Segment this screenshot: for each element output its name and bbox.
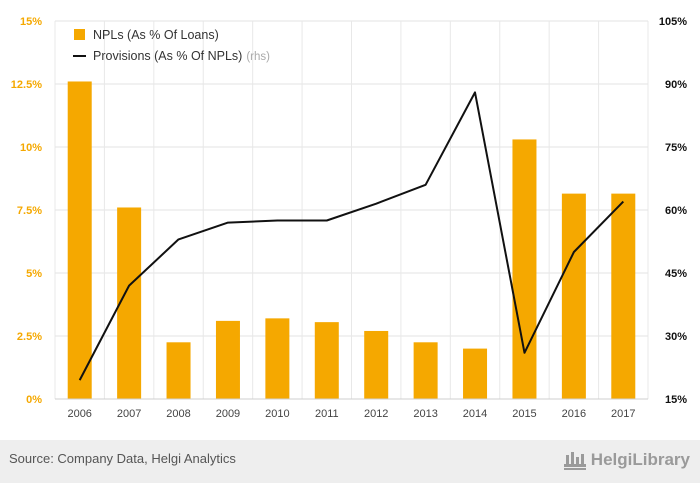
x-tick-label: 2015 [512, 408, 536, 420]
y-right-tick-label: 15% [665, 394, 687, 406]
x-tick-label: 2011 [315, 408, 339, 420]
y-left-tick-label: 10% [20, 142, 42, 154]
npl-bar [215, 320, 240, 399]
provisions-line-path [78, 91, 625, 381]
x-tick-label: 2012 [364, 408, 388, 420]
brand-logo: HelgiLibrary [563, 449, 690, 471]
library-icon [563, 452, 586, 470]
source-text: Source: Company Data, Helgi Analytics [9, 451, 236, 466]
y-left-tick-label: 0% [26, 394, 42, 406]
x-tick-label: 2016 [562, 408, 586, 420]
legend-swatch-npl [74, 29, 85, 40]
legend-label-provisions-name: Provisions (As % Of NPLs) [93, 49, 242, 63]
grid [54, 20, 649, 400]
legend-label-npl: NPLs (As % Of Loans) [93, 28, 219, 42]
y-right-tick-label: 75% [665, 142, 687, 154]
npl-bars [67, 81, 636, 399]
npl-bar [512, 139, 537, 399]
x-tick-label: 2009 [216, 408, 240, 420]
npl-bar [611, 193, 636, 399]
x-tick-label: 2017 [611, 408, 635, 420]
y-right-tick-label: 105% [659, 16, 687, 28]
x-tick-label: 2014 [463, 408, 487, 420]
y-left-tick-label: 2.5% [17, 331, 42, 343]
chart: 0% 2.5% 5% 7.5% 10% 12.5% 15% 15% 30% 45% 60% 75% 90… [11, 16, 687, 420]
y-left-tick-label: 15% [20, 16, 42, 28]
npl-bar [265, 318, 290, 399]
legend: NPLs (As % Of Loans) Provisions (As % Of … [73, 28, 270, 63]
npl-bar [364, 330, 389, 399]
x-tick-label: 2008 [166, 408, 190, 420]
npl-bar [463, 348, 488, 399]
npl-bar [166, 342, 191, 399]
x-tick-label: 2007 [117, 408, 141, 420]
brand-name: HelgiLibrary [590, 450, 690, 469]
npl-bar [561, 193, 586, 399]
y-right-tick-label: 30% [665, 331, 687, 343]
legend-label-provisions: Provisions (As % Of NPLs) (rhs) [93, 49, 270, 63]
axes: 0% 2.5% 5% 7.5% 10% 12.5% 15% 15% 30% 45% 60% 75% 90… [11, 16, 687, 420]
npl-bar [117, 207, 142, 399]
x-tick-label: 2010 [265, 408, 289, 420]
npl-bar [67, 81, 92, 399]
footer: Source: Company Data, Helgi Analytics He… [0, 440, 700, 483]
x-tick-label: 2006 [67, 408, 91, 420]
y-left-tick-label: 12.5% [11, 79, 42, 91]
npl-bar [413, 342, 438, 399]
provisions-line [78, 91, 625, 381]
y-right-tick-label: 90% [665, 79, 687, 91]
npl-bar [314, 322, 339, 399]
y-right-tick-label: 45% [665, 268, 687, 280]
y-left-tick-label: 5% [26, 268, 42, 280]
legend-label-rhs: (rhs) [246, 51, 270, 63]
y-left-tick-label: 7.5% [17, 205, 42, 217]
x-tick-label: 2013 [413, 408, 437, 420]
y-right-tick-label: 60% [665, 205, 687, 217]
